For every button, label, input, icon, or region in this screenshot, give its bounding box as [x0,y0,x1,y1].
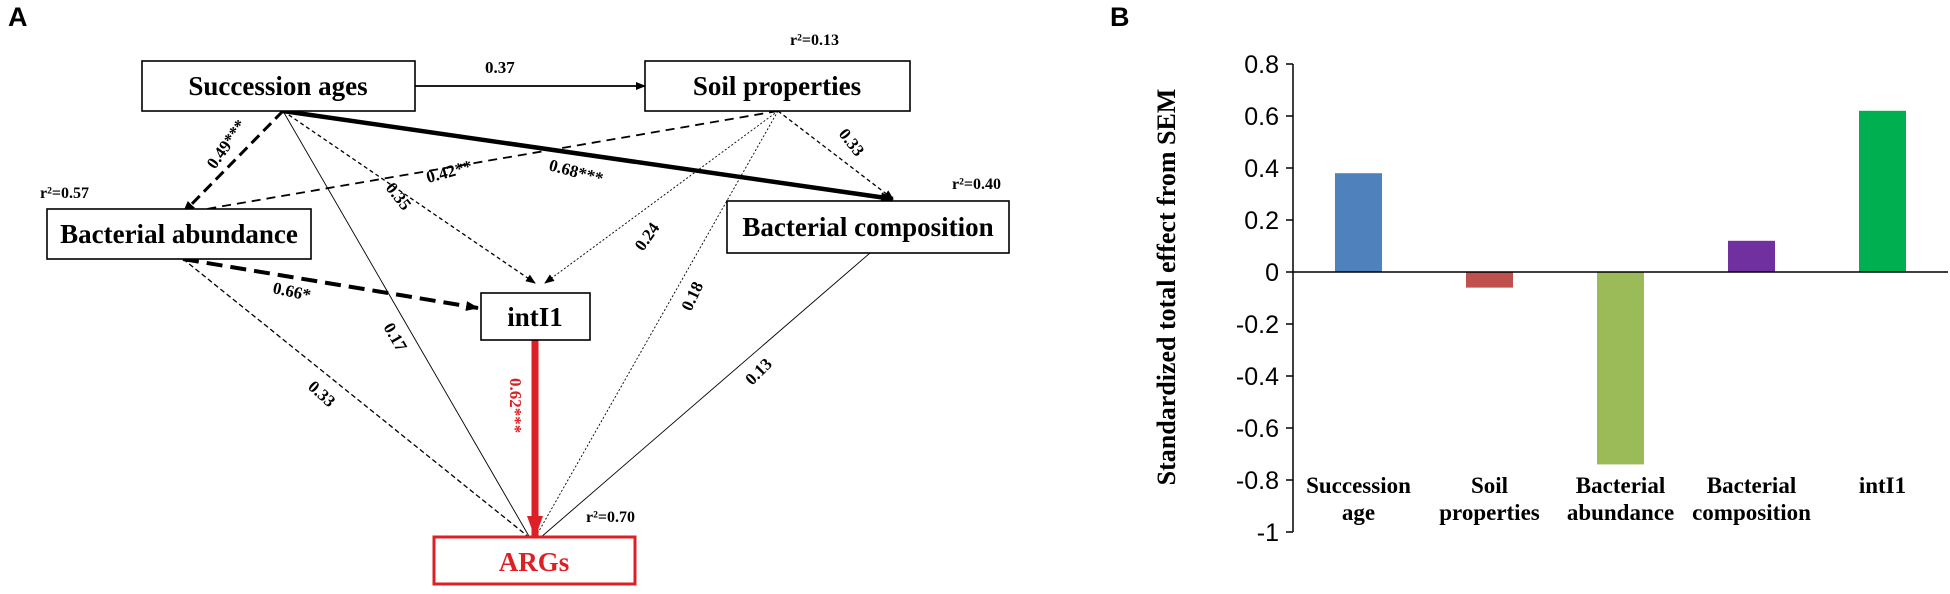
node-inti1: intI1 [480,292,591,341]
panel-a: A 0.37 0.49*** 0.68*** 0.35 0.17 0.42** [8,2,1010,586]
panel-b-letter: B [1110,2,1130,32]
x-category-label: Bacterial composition [1692,473,1811,525]
coef-soil-composition: 0.33 [835,125,868,160]
bar [1466,272,1513,288]
y-tick-label: 0.4 [1244,155,1279,183]
coef-succession-composition: 0.68*** [547,156,605,189]
y-tick-label: -0.2 [1236,311,1279,339]
y-tick-label: -1 [1257,519,1279,547]
node-label-args: ARGs [499,547,570,577]
node-args: ARGs [432,535,637,586]
node-succession-ages: Succession ages [141,60,416,112]
bar-chart: 0.8 0.6 0.4 0.2 0 -0.2 -0.4 -0.6 -0.8 -1 Successio… [1236,51,1948,547]
y-tick-label: 0 [1265,259,1279,287]
node-label-abundance: Bacterial abundance [60,219,298,249]
path-composition-args [539,252,871,539]
coef-abundance-args: 0.33 [304,377,339,411]
x-category-label: Succession age [1306,473,1411,525]
bar [1859,110,1906,272]
path-succession-abundance [181,109,285,215]
path-soil-abundance [182,110,779,216]
coef-succession-soil: 0.37 [485,58,515,77]
r2-args: r²=0.70 [586,509,635,526]
node-label-succession: Succession ages [188,71,367,101]
node-bacterial-abundance: Bacterial abundance [46,208,312,260]
coef-soil-args: 0.18 [677,279,707,314]
coef-soil-abundance: 0.42** [424,156,474,186]
path-succession-composition [282,108,894,203]
path-soil-inti1 [544,110,779,284]
coef-inti1-args: 0.62*** [506,378,525,433]
node-label-inti1: intI1 [507,302,563,332]
bar [1335,173,1382,272]
path-abundance-inti1 [182,257,479,311]
y-axis-label: Standardized total effect from SEM [1152,89,1181,486]
r2-composition: r²=0.40 [952,176,1001,193]
panel-b: B Standardized total effect from SEM 0.8… [1110,2,1948,547]
bar [1597,272,1644,465]
node-label-soil: Soil properties [693,71,861,101]
node-soil-properties: Soil properties [644,60,911,112]
path-soil-composition [777,110,894,200]
path-abundance-args [182,258,531,539]
r2-abundance: r²=0.57 [40,185,89,202]
coef-abundance-inti1: 0.66* [271,278,312,305]
coef-succession-abundance: 0.49*** [203,116,250,172]
path-soil-args [534,110,779,539]
node-label-composition: Bacterial composition [742,212,993,242]
coef-soil-inti1: 0.24 [631,219,664,255]
path-succession-args [282,110,531,539]
y-tick-label: -0.8 [1236,467,1279,495]
y-tick-label: -0.4 [1236,363,1279,391]
x-category-label: intI1 [1859,473,1906,498]
bar [1728,240,1775,272]
r2-soil: r²=0.13 [790,32,839,49]
y-tick-label: 0.8 [1244,51,1279,79]
path-succession-inti1 [282,110,536,284]
y-tick-label: -0.6 [1236,415,1279,443]
y-tick-label: 0.2 [1244,207,1279,235]
sem-paths [181,82,894,539]
panel-a-letter: A [8,2,28,32]
node-bacterial-composition: Bacterial composition [726,200,1010,254]
x-category-label: Bacterial abundance [1567,473,1674,525]
x-category-label: Soil properties [1439,473,1540,525]
coef-succession-inti1: 0.35 [382,179,415,214]
y-tick-label: 0.6 [1244,103,1279,131]
